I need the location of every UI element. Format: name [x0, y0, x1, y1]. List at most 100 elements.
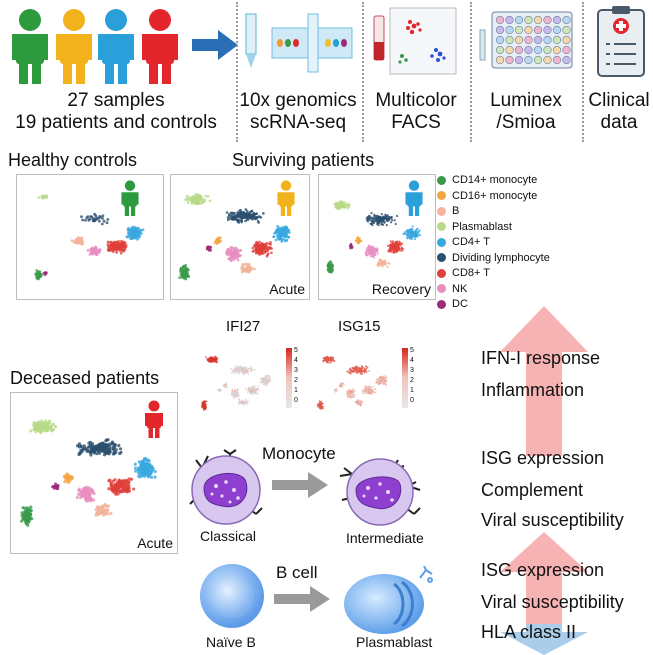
- plate-well: [495, 25, 505, 35]
- umap-point: [275, 228, 279, 231]
- umap-point: [378, 380, 381, 382]
- plate-well: [505, 25, 514, 35]
- umap-point: [383, 380, 385, 382]
- umap-point: [381, 260, 385, 264]
- umap-point: [136, 237, 139, 241]
- umap-point: [206, 245, 210, 249]
- umap-point: [84, 485, 88, 489]
- umap-point: [95, 250, 99, 254]
- umap-point: [225, 250, 229, 254]
- umap-point: [251, 388, 254, 391]
- umap-point: [244, 372, 247, 374]
- umap-point: [212, 357, 214, 360]
- umap-point: [153, 469, 157, 474]
- umap-point: [85, 496, 89, 500]
- legend-item: CD16+ monocyte: [437, 190, 537, 202]
- umap-point: [218, 388, 221, 391]
- umap-point: [229, 211, 233, 215]
- umap-point: [342, 202, 345, 205]
- umap-point: [143, 457, 147, 461]
- umap-point: [239, 216, 243, 220]
- umap-point: [101, 217, 104, 220]
- samples-line1: 27 samples: [67, 90, 165, 111]
- person-blue-small-icon: [405, 180, 423, 217]
- umap-point: [209, 245, 213, 249]
- umap-point: [269, 376, 271, 379]
- umap-point: [116, 481, 120, 485]
- legend-item: Plasmablast: [437, 221, 512, 233]
- umap-point: [373, 251, 376, 254]
- umap-point: [250, 387, 253, 390]
- umap-point: [198, 194, 202, 198]
- umap-point: [371, 245, 375, 248]
- umap-point: [43, 420, 47, 425]
- umap-point: [93, 217, 96, 220]
- umap-point: [283, 229, 286, 233]
- umap-point: [372, 385, 375, 388]
- umap-point: [231, 252, 234, 255]
- umap-point: [253, 390, 255, 393]
- umap-point: [362, 366, 364, 369]
- legend-swatch: [437, 237, 446, 247]
- umap-point: [72, 240, 76, 244]
- umap-point: [413, 230, 416, 233]
- umap-point: [393, 219, 396, 222]
- umap-point: [365, 392, 367, 395]
- umap-point: [197, 202, 201, 205]
- plate-well: [562, 55, 571, 65]
- legend-swatch: [437, 175, 446, 185]
- umap-point: [96, 445, 100, 449]
- umap-point: [122, 479, 126, 483]
- umap-point: [85, 216, 89, 220]
- scale-tick: 2: [294, 377, 298, 384]
- umap-point: [237, 396, 240, 398]
- umap-point: [361, 367, 364, 370]
- umap-point: [184, 271, 187, 274]
- umap-point: [126, 484, 130, 489]
- umap-point: [359, 368, 362, 371]
- transition-arrow-icon: [274, 586, 330, 612]
- umap-point: [118, 451, 122, 456]
- scale-tick: 3: [410, 367, 414, 374]
- umap-point: [245, 210, 249, 213]
- umap-point: [411, 228, 414, 231]
- umap-point: [320, 404, 322, 406]
- umap-point: [348, 393, 350, 396]
- umap-point: [185, 197, 188, 201]
- umap-point: [276, 224, 279, 228]
- umap-point: [372, 218, 376, 221]
- umap-point: [255, 216, 258, 219]
- umap-point: [80, 215, 83, 219]
- umap-point: [390, 217, 393, 220]
- umap-point: [328, 270, 331, 273]
- umap-point: [185, 194, 189, 198]
- umap-point: [241, 266, 245, 270]
- umap-point: [103, 502, 107, 507]
- legend-label: CD16+ monocyte: [452, 189, 538, 202]
- umap-point: [141, 469, 145, 473]
- umap-point: [87, 493, 91, 497]
- umap-point: [358, 371, 361, 373]
- umap-point: [400, 242, 404, 245]
- umap-point: [246, 270, 249, 274]
- umap-point: [349, 390, 351, 392]
- person-yellow-small-icon: [277, 180, 295, 217]
- umap-point: [235, 247, 239, 251]
- umap-point: [263, 384, 266, 386]
- plate-well: [543, 15, 552, 25]
- umap-point: [63, 480, 67, 484]
- umap-point: [255, 212, 259, 215]
- umap-point: [134, 469, 138, 473]
- umap-point: [232, 255, 235, 259]
- legend-swatch: [437, 253, 446, 262]
- umap-point: [384, 263, 387, 266]
- umap-point: [370, 389, 373, 392]
- separator: [362, 2, 364, 142]
- umap-point: [357, 403, 360, 405]
- umap-point: [368, 389, 370, 392]
- umap-point: [336, 207, 339, 211]
- umap-point: [371, 247, 375, 250]
- umap-point: [353, 389, 356, 392]
- plate-well: [495, 45, 505, 55]
- umap-point: [29, 505, 33, 509]
